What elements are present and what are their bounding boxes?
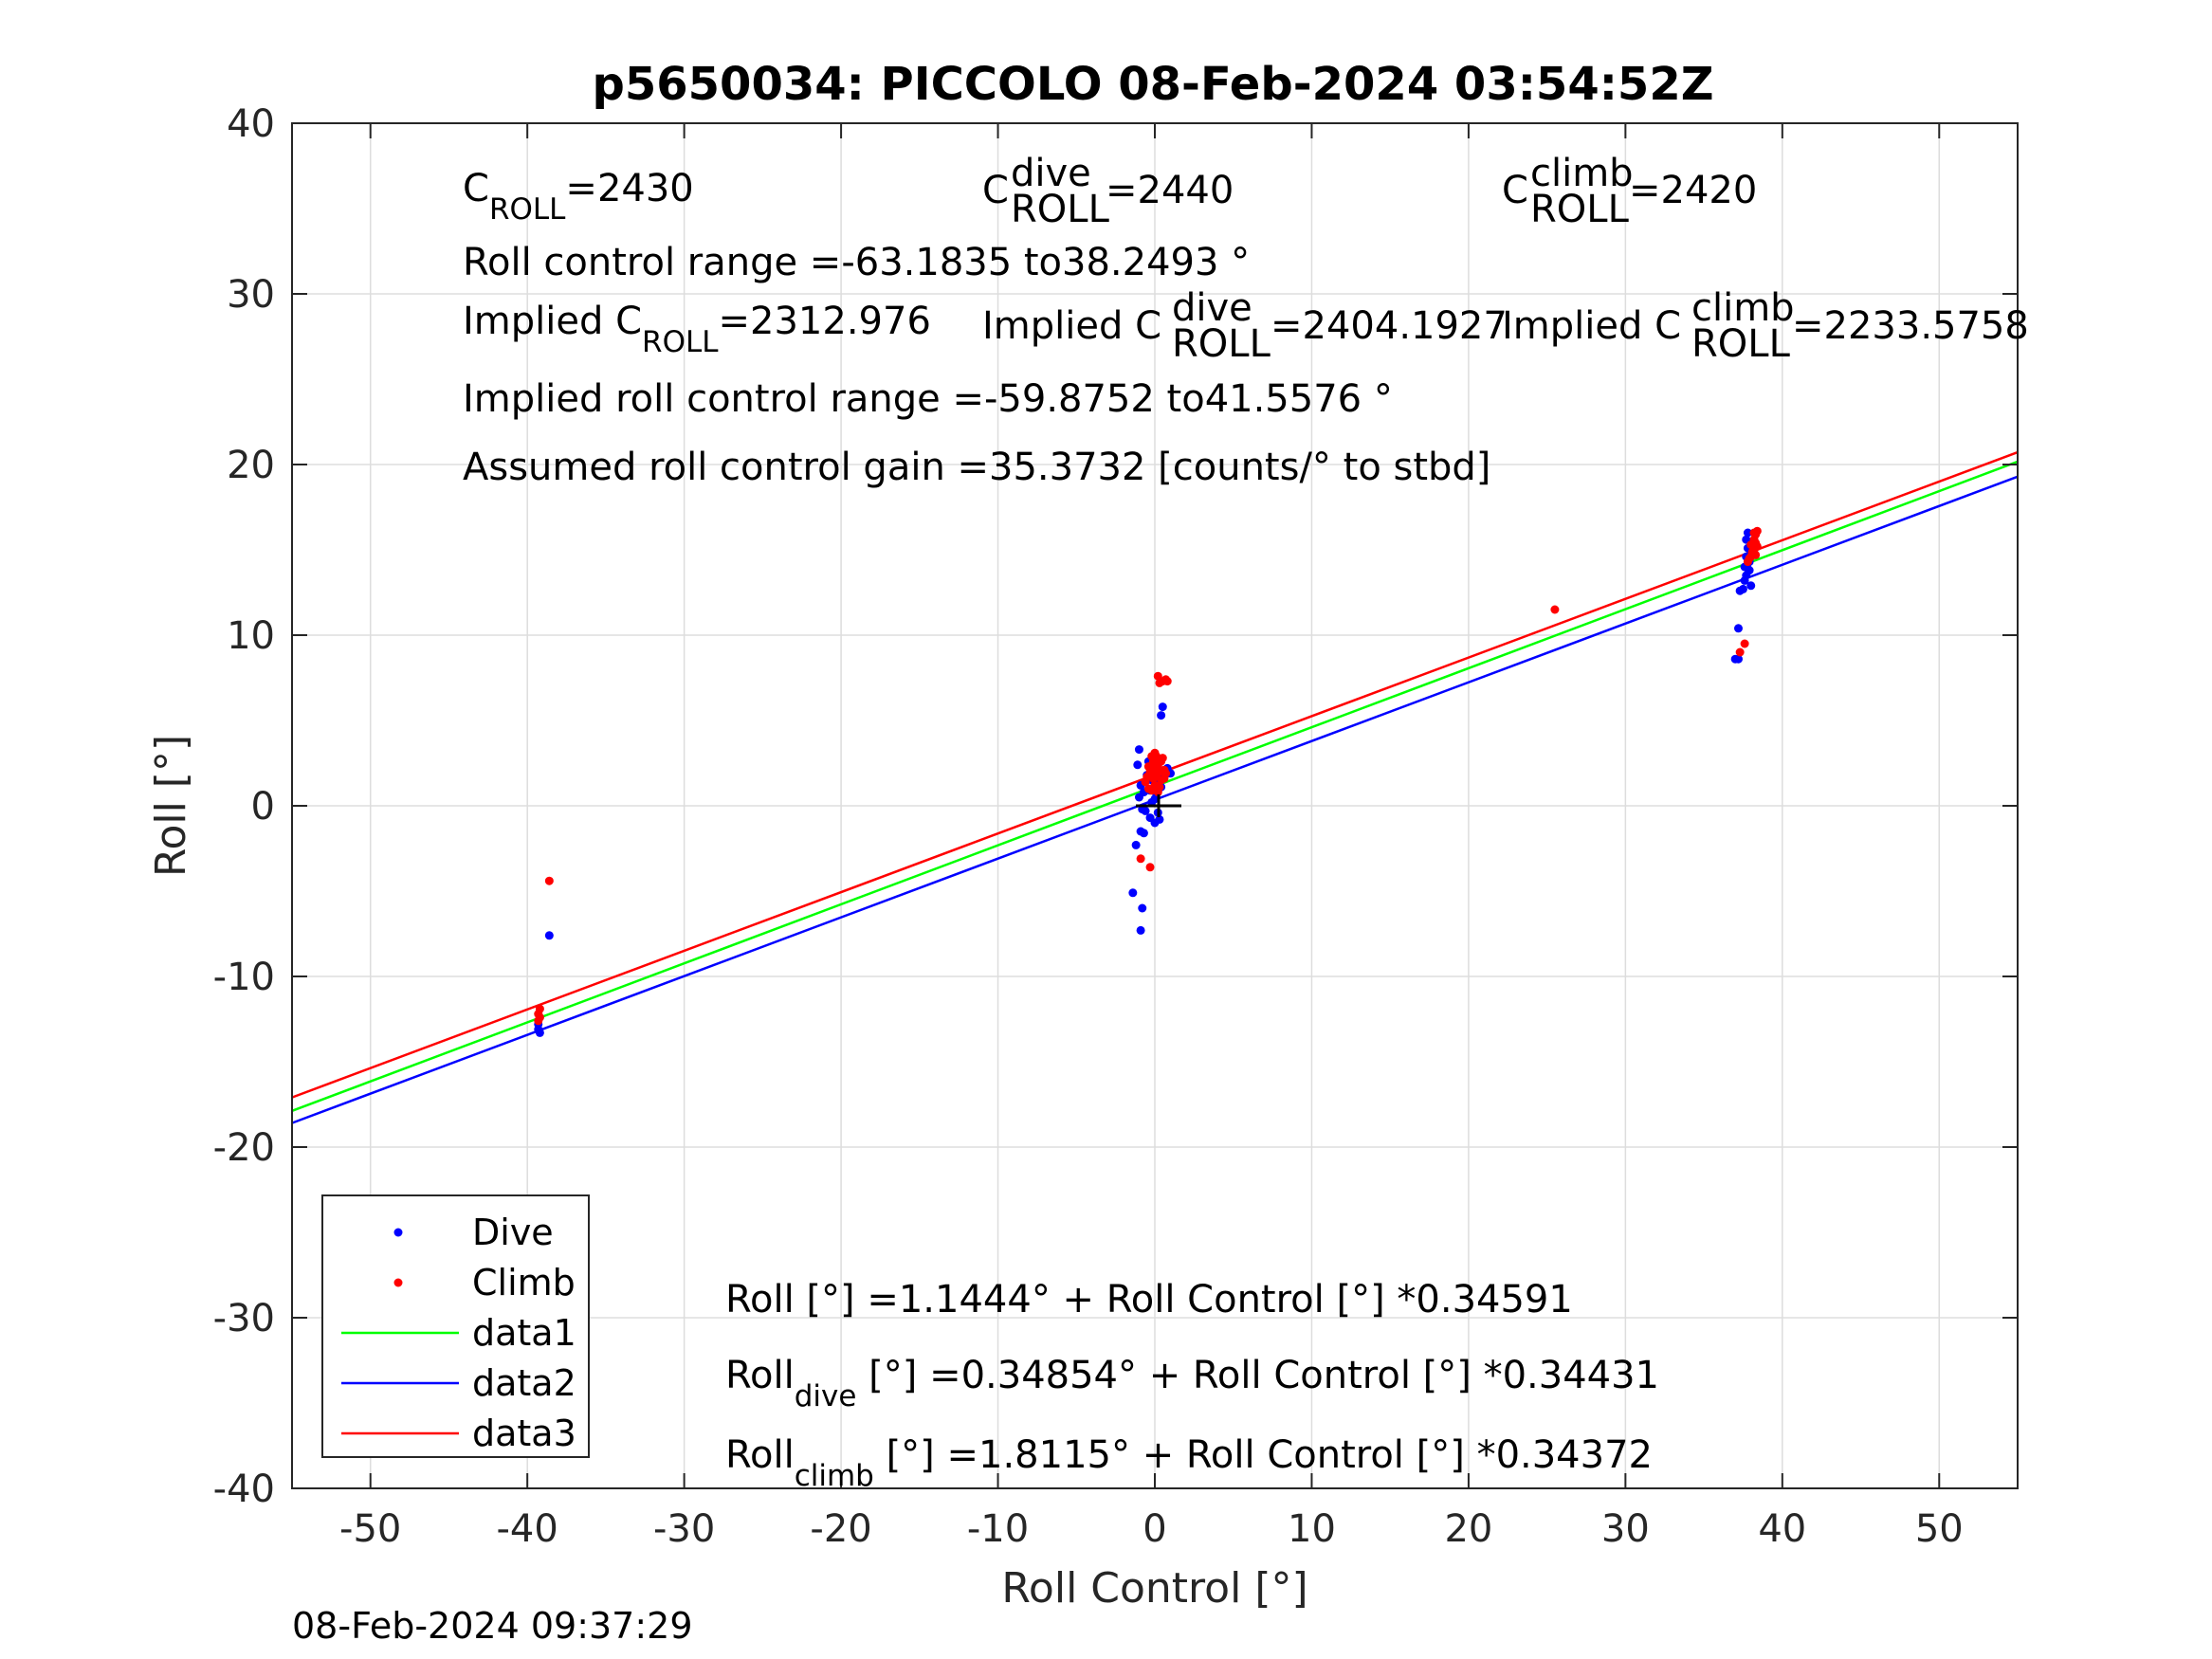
x-tick-label: -10 [967,1507,1029,1551]
climb-point [1153,788,1162,797]
equation-all: Roll [°] =1.1444° + Roll Control [°] *0.… [725,1278,1573,1322]
climb-point [1746,540,1756,550]
dive-point [1743,528,1752,538]
legend-marker-dive [393,1228,403,1237]
axis-ticks: -50 -40 -30 -20 -10 0 10 20 30 40 50 -40 -30 -20 -10 0 1… [213,102,2018,1551]
implied-c-climb-sup: climb [1691,286,1795,330]
dive-point [1139,829,1148,838]
y-axis-label: Roll [°] [147,735,195,877]
implied-c-dive-value: =2404.1927 [1271,304,1508,348]
implied-c-dive-label: Implied C [982,304,1161,348]
y-tick-label: -10 [213,956,275,999]
climb-point [1145,863,1155,872]
c-dive-label: C [982,169,1009,212]
climb-point [1161,769,1171,778]
climb-point [534,1016,543,1026]
c-dive-value: =2440 [1106,169,1234,212]
y-tick-label: 30 [227,273,275,317]
x-axis-label: Roll Control [°] [1001,1564,1307,1613]
x-tick-label: -50 [339,1507,401,1551]
dive-point [1158,702,1167,712]
climb-point [1740,639,1749,648]
x-tick-label: 10 [1288,1507,1336,1551]
dive-point [1157,711,1166,720]
y-tick-label: -30 [213,1297,275,1340]
dive-point [1131,840,1141,849]
c-dive-sup: dive [1011,152,1091,195]
y-tick-label: -20 [213,1126,275,1170]
climb-point [1136,854,1145,864]
implied-c-climb-label: Implied C [1502,304,1681,348]
dive-point [1134,745,1143,755]
equation-climb: Rollclimb [°] =1.8115° + Roll Control [°… [725,1433,1653,1493]
assumed-gain: Assumed roll control gain =35.3732 [coun… [463,446,1490,489]
climb-point [1735,647,1745,657]
y-tick-label: 0 [251,785,275,829]
legend-label: data1 [472,1312,576,1354]
implied-c-roll-annotation: Implied CROLL=2312.976 [463,300,931,359]
dive-point [1743,564,1752,574]
c-climb-sub: ROLL [1530,188,1630,231]
climb-point [544,876,554,885]
dive-point [1128,888,1138,898]
y-tick-label: 20 [227,444,275,487]
legend-label: data2 [472,1362,576,1404]
implied-c-climb-sub: ROLL [1691,322,1791,366]
x-tick-label: -40 [497,1507,558,1551]
dive-point [1733,654,1743,664]
dive-point [1133,760,1143,770]
climb-point [1550,605,1560,614]
y-tick-label: -40 [213,1468,275,1511]
dive-point [1746,581,1756,591]
c-climb-sup: climb [1530,152,1634,195]
chart-title: p5650034: PICCOLO 08-Feb-2024 03:54:52Z [592,58,1713,111]
legend-label: Dive [472,1212,554,1253]
c-climb-value: =2420 [1629,169,1757,212]
climb-point [1751,550,1761,559]
x-tick-label: -30 [653,1507,715,1551]
legend-label: data3 [472,1413,576,1454]
dive-point [1136,925,1145,935]
implied-roll-control-range: Implied roll control range =-59.8752 to4… [463,377,1393,421]
dive-point [1138,903,1147,913]
c-dive-sub: ROLL [1011,188,1110,231]
implied-c-climb-value: =2233.5758 [1792,304,2029,348]
scatter-points [534,526,1762,1037]
dive-point [1141,806,1150,815]
x-tick-label: 50 [1915,1507,1964,1551]
y-tick-label: 40 [227,102,275,146]
c-roll-annotation: CROLL=2430 [463,167,694,227]
dive-point [1155,814,1164,824]
climb-point [1147,752,1157,761]
timestamp: 08-Feb-2024 09:37:29 [292,1605,693,1647]
x-tick-label: 40 [1758,1507,1806,1551]
dive-point [544,931,554,940]
dive-point [1150,794,1160,804]
legend-marker-climb [393,1278,403,1287]
climb-point [1162,677,1172,686]
climb-point [1148,774,1158,783]
x-tick-label: 0 [1143,1507,1166,1551]
dive-point [1738,584,1747,593]
x-tick-label: -20 [810,1507,871,1551]
dive-point [535,1028,544,1037]
x-tick-label: 20 [1444,1507,1492,1551]
climb-point [1745,554,1754,563]
legend-label: Climb [472,1262,576,1304]
legend-box [321,1194,590,1458]
implied-c-dive-sub: ROLL [1172,322,1271,366]
equation-dive: Rolldive [°] =0.34854° + Roll Control [°… [725,1354,1659,1413]
climb-point [1141,777,1150,787]
climb-point [1150,763,1160,773]
implied-c-dive-sup: dive [1172,286,1252,330]
climb-point [1749,528,1759,538]
climb-point [1157,757,1166,766]
c-climb-label: C [1502,169,1528,212]
dive-point [1733,624,1743,633]
roll-control-range: Roll control range =-63.1835 to38.2493 ° [463,241,1250,284]
legend: Dive Climb data1 data2 data3 [321,1194,590,1458]
y-tick-label: 10 [227,614,275,658]
x-tick-label: 30 [1601,1507,1650,1551]
